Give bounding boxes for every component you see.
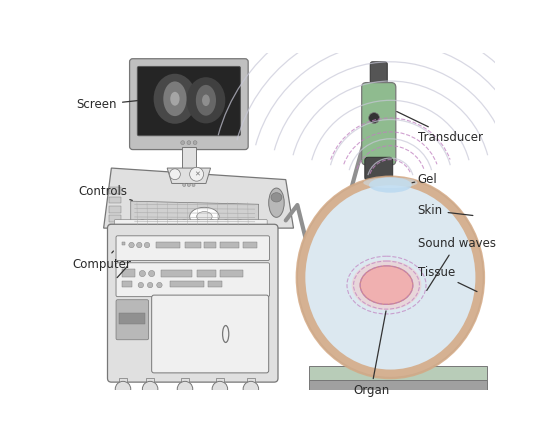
Bar [122, 269, 135, 277]
Bar [182, 146, 196, 168]
Text: Gel: Gel [412, 173, 437, 186]
Bar [109, 206, 122, 213]
FancyBboxPatch shape [365, 157, 393, 180]
Bar [220, 242, 239, 248]
Ellipse shape [351, 260, 421, 310]
Circle shape [177, 381, 192, 397]
Ellipse shape [360, 266, 413, 304]
Ellipse shape [190, 207, 219, 226]
Bar [205, 242, 216, 248]
Ellipse shape [153, 74, 196, 124]
Ellipse shape [271, 193, 282, 202]
Bar [208, 281, 222, 287]
Ellipse shape [163, 81, 186, 116]
Text: Sound waves: Sound waves [417, 237, 496, 290]
Ellipse shape [363, 177, 417, 188]
Bar [119, 313, 145, 325]
Circle shape [139, 219, 146, 227]
Ellipse shape [202, 95, 210, 106]
Bar [169, 281, 205, 287]
FancyBboxPatch shape [114, 219, 267, 228]
Ellipse shape [298, 177, 483, 378]
Circle shape [139, 271, 145, 277]
FancyBboxPatch shape [116, 236, 270, 261]
Text: Transducer: Transducer [397, 112, 482, 144]
Ellipse shape [269, 188, 284, 217]
FancyBboxPatch shape [362, 83, 396, 165]
Bar [156, 242, 179, 248]
Text: Computer: Computer [73, 251, 131, 271]
Bar [247, 378, 255, 385]
FancyBboxPatch shape [130, 59, 248, 150]
Bar [161, 270, 192, 277]
Bar [216, 378, 224, 385]
Bar [185, 242, 201, 248]
Polygon shape [103, 168, 294, 228]
Circle shape [183, 184, 186, 187]
FancyBboxPatch shape [116, 300, 148, 340]
Circle shape [208, 219, 216, 227]
Bar [109, 224, 122, 231]
Polygon shape [167, 168, 211, 184]
Ellipse shape [186, 77, 226, 124]
Text: Controls: Controls [78, 185, 133, 201]
Text: Skin: Skin [417, 204, 473, 217]
Ellipse shape [197, 212, 212, 222]
Circle shape [188, 184, 190, 187]
Circle shape [116, 381, 131, 397]
Bar [309, 380, 487, 397]
Ellipse shape [196, 85, 216, 116]
FancyBboxPatch shape [370, 62, 387, 89]
Circle shape [152, 219, 160, 227]
Circle shape [236, 219, 244, 227]
FancyBboxPatch shape [152, 295, 269, 373]
Circle shape [169, 169, 180, 180]
Ellipse shape [170, 92, 179, 106]
Circle shape [368, 113, 379, 124]
Circle shape [129, 242, 134, 248]
Bar [146, 378, 154, 385]
Bar [122, 281, 131, 287]
Bar [243, 242, 257, 248]
Ellipse shape [369, 177, 412, 193]
Circle shape [144, 242, 150, 248]
Bar [109, 187, 122, 194]
Bar [122, 242, 125, 245]
Circle shape [147, 283, 153, 288]
Bar [309, 366, 487, 380]
Circle shape [193, 141, 197, 145]
Circle shape [222, 219, 230, 227]
FancyBboxPatch shape [107, 224, 278, 382]
Circle shape [190, 167, 203, 181]
Polygon shape [131, 201, 258, 226]
Text: Screen: Screen [76, 99, 138, 111]
Bar [119, 378, 127, 385]
Text: ✕: ✕ [194, 171, 200, 177]
Circle shape [167, 219, 174, 227]
Bar [109, 197, 122, 204]
Bar [220, 270, 243, 277]
Circle shape [243, 381, 258, 397]
FancyBboxPatch shape [116, 263, 270, 297]
Text: Tissue: Tissue [417, 265, 477, 292]
Bar [109, 215, 122, 222]
Circle shape [157, 283, 162, 288]
Circle shape [187, 141, 191, 145]
Circle shape [180, 219, 188, 227]
FancyBboxPatch shape [138, 67, 240, 136]
Circle shape [212, 381, 228, 397]
Bar [181, 378, 189, 385]
Circle shape [181, 141, 185, 145]
Circle shape [192, 184, 195, 187]
Circle shape [136, 242, 142, 248]
Circle shape [148, 271, 155, 277]
Circle shape [142, 381, 158, 397]
Circle shape [194, 219, 202, 227]
Circle shape [138, 283, 144, 288]
Text: Organ: Organ [353, 311, 389, 397]
Bar [197, 270, 216, 277]
